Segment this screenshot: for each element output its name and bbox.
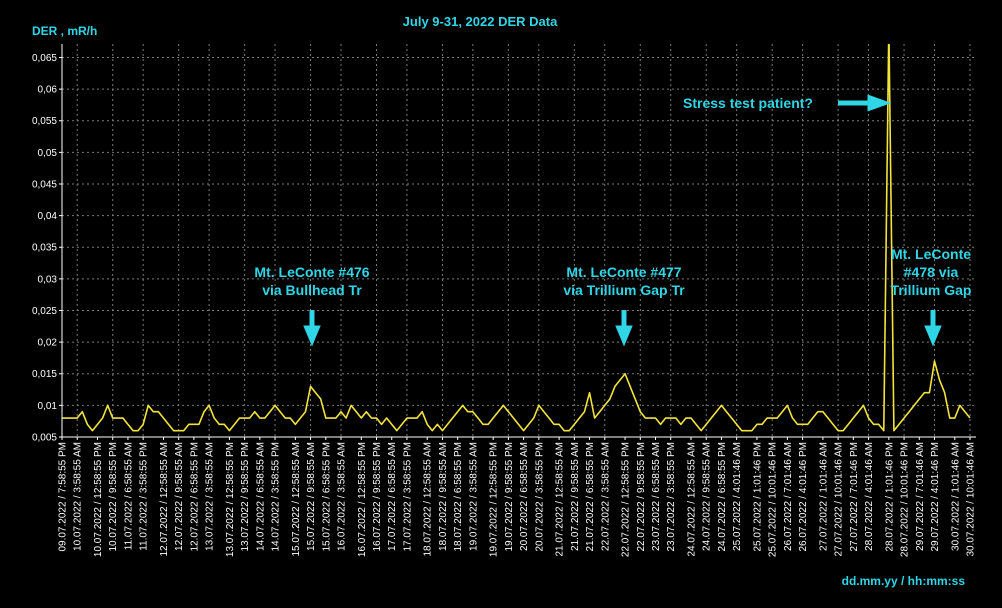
x-tick-label: 23.07.2022 / 3:58:55 PM [666, 442, 677, 552]
ticks: 0,005 0,01 0,015 0,02 0,025 0,03 0,035 0,04 0,04… [32, 53, 977, 557]
x-tick-label: 18.07.2022 / 6:58:55 PM [453, 442, 464, 552]
x-tick-label: 28.07.2022 / 1:01:46 PM [884, 442, 895, 552]
x-tick-label: 13.07.2022 / 12:58:55 PM [225, 442, 236, 557]
x-tick-label: 18.07.2022 / 12:58:55 AM [423, 442, 434, 557]
x-tick-label: 29.07.2022 / 7:01:46 AM [915, 442, 926, 551]
x-tick-label: 20.07.2022 / 6:58:55 AM [519, 442, 530, 551]
x-tick-label: 25.07.2022 / 10:01:46 PM [768, 442, 779, 557]
y-tick-label: 0,06 [38, 85, 58, 96]
y-tick-label: 0,05 [38, 148, 58, 159]
x-tick-label: 19.07.2022 / 9:58:55 PM [504, 442, 515, 552]
x-tick-label: 15.07.2022 / 12:58:55 AM [291, 442, 302, 557]
x-tick-label: 20.07.2022 / 3:58:55 PM [534, 442, 545, 552]
x-tick-label: 30.07.2022 / 1:01:46 AM [950, 442, 961, 551]
x-tick-label: 19.07.2022 / 12:58:55 PM [489, 442, 500, 557]
annotation: Stress test patient? [683, 94, 892, 112]
x-tick-label: 13.07.2022 / 9:58:55 PM [240, 442, 251, 552]
x-tick-label: 24.07.2022 / 6:58:55 PM [717, 442, 728, 552]
x-tick-label: 26.07.2022 / 4:01:46 PM [798, 442, 809, 552]
annotation-text: Stress test patient? [683, 95, 813, 111]
annotation: Mt. LeConte #476 via Bullhead Tr [254, 264, 370, 347]
x-tick-label: 22.07.2022 / 12:58:55 PM [621, 442, 632, 557]
annotation-text: via Bullhead Tr [262, 282, 362, 298]
y-tick-label: 0,045 [32, 179, 57, 190]
x-tick-label: 16.07.2022 / 3:58:55 AM [336, 442, 347, 551]
x-tick-label: 21.07.2022 / 12:58:55 AM [555, 442, 566, 557]
x-tick-label: 23.07.2022 / 6:58:55 AM [651, 442, 662, 551]
x-tick-label: 12.07.2022 / 12:58:55 AM [159, 442, 170, 557]
y-tick-label: 0,04 [38, 211, 58, 222]
y-tick-label: 0,065 [32, 53, 57, 64]
x-tick-label: 27.07.2022 / 7:01:46 PM [849, 442, 860, 552]
annotation-arrow [303, 310, 321, 347]
annotation-text: via Trillium Gap Tr [563, 282, 685, 298]
annotation: Mt. LeConte #477 via Trillium Gap Tr [563, 264, 685, 347]
x-tick-label: 14.07.2022 / 3:58:55 PM [271, 442, 282, 552]
chart-title: July 9-31, 2022 DER Data [403, 14, 558, 29]
x-tick-label: 17.07.2022 / 6:58:55 AM [387, 442, 398, 551]
x-tick-label: 29.07.2022 / 4:01:46 PM [930, 442, 941, 552]
y-tick-label: 0,03 [38, 274, 58, 285]
x-tick-label: 13.07.2022 / 3:58:55 AM [205, 442, 216, 551]
y-tick-label: 0,005 [32, 433, 57, 444]
x-tick-label: 18.07.2022 / 9:58:55 AM [438, 442, 449, 551]
annotation-text: Mt. LeConte #477 [566, 264, 681, 280]
x-tick-label: 30.07.2022 / 10:01:46 AM [966, 442, 977, 557]
annotation-text: #478 via [904, 264, 959, 280]
x-tick-label: 17.07.2022 / 3:58:55 PM [402, 442, 413, 552]
data-line [62, 44, 971, 432]
annotation-arrow [615, 310, 633, 347]
x-tick-label: 14.07.2022 / 6:58:55 AM [255, 442, 266, 551]
x-tick-label: 12.07.2022 / 6:58:55 PM [189, 442, 200, 552]
x-tick-label: 28.07.2022 / 4:01:46 AM [864, 442, 875, 551]
x-tick-label: 24.07.2022 / 12:58:55 AM [687, 442, 698, 557]
x-tick-label: 10.07.2022 / 12:58:55 PM [93, 442, 104, 557]
y-tick-label: 0,01 [38, 401, 58, 412]
x-tick-label: 28.07.2022 / 10:01:46 PM [900, 442, 911, 557]
y-axis-label: DER , mR/h [32, 24, 97, 38]
x-tick-label: 19.07.2022 / 3:58:55 AM [468, 442, 479, 551]
x-tick-label: 16.07.2022 / 12:58:55 PM [357, 442, 368, 557]
y-tick-label: 0,035 [32, 243, 57, 254]
annotation-text: Trillium Gap [891, 282, 972, 298]
plot-area [62, 44, 971, 432]
x-tick-label: 25.07.2022 / 4:01:46 AM [732, 442, 743, 551]
annotation: Mt. LeConte #478 via Trillium Gap [891, 246, 972, 347]
x-tick-label: 09.07.2022 / 7:58:55 PM [58, 442, 69, 552]
x-tick-label: 21.07.2022 / 9:58:55 AM [570, 442, 581, 551]
annotation-arrow [924, 310, 942, 347]
y-tick-label: 0,055 [32, 116, 57, 127]
x-tick-label: 21.07.2022 / 6:58:55 PM [585, 442, 596, 552]
x-tick-label: 27.07.2022 / 10:01:46 AM [834, 442, 845, 557]
x-tick-label: 24.07.2022 / 9:58:55 AM [702, 442, 713, 551]
x-tick-label: 11.07.2022 / 6:58:55 AM [123, 442, 134, 550]
x-tick-label: 27.07.2022 / 1:01:46 AM [818, 442, 829, 551]
x-tick-label: 10.07.2022 / 3:58:55 AM [73, 442, 84, 551]
grid [62, 44, 976, 438]
y-tick-label: 0,025 [32, 306, 57, 317]
x-tick-label: 22.07.2022 / 9:58:55 PM [636, 442, 647, 552]
x-tick-label: 25.07.2022 / 1:01:46 PM [752, 442, 763, 552]
annotation-text: Mt. LeConte #476 [254, 264, 369, 280]
annotation-arrow [838, 94, 892, 112]
x-tick-label: 10.07.2022 / 9:58:55 PM [108, 442, 119, 552]
x-tick-label: 11.07.2022 / 3:58:55 PM [139, 442, 150, 551]
x-tick-label: 15.07.2022 / 6:58:55 PM [321, 442, 332, 552]
x-tick-label: 26.07.2022 / 7:01:46 AM [783, 442, 794, 551]
x-tick-label: 16.07.2022 / 9:58:55 PM [372, 442, 383, 552]
y-tick-label: 0,02 [38, 338, 58, 349]
annotation-text: Mt. LeConte [891, 246, 971, 262]
x-tick-label: 12.07.2022 / 9:58:55 AM [174, 442, 185, 551]
x-axis-label: dd.mm.yy / hh:mm:ss [842, 574, 966, 588]
x-tick-label: 15.07.2022 / 9:58:55 AM [306, 442, 317, 551]
x-tick-label: 22.07.2022 / 3:58:55 AM [600, 442, 611, 551]
y-tick-label: 0,015 [32, 369, 57, 380]
